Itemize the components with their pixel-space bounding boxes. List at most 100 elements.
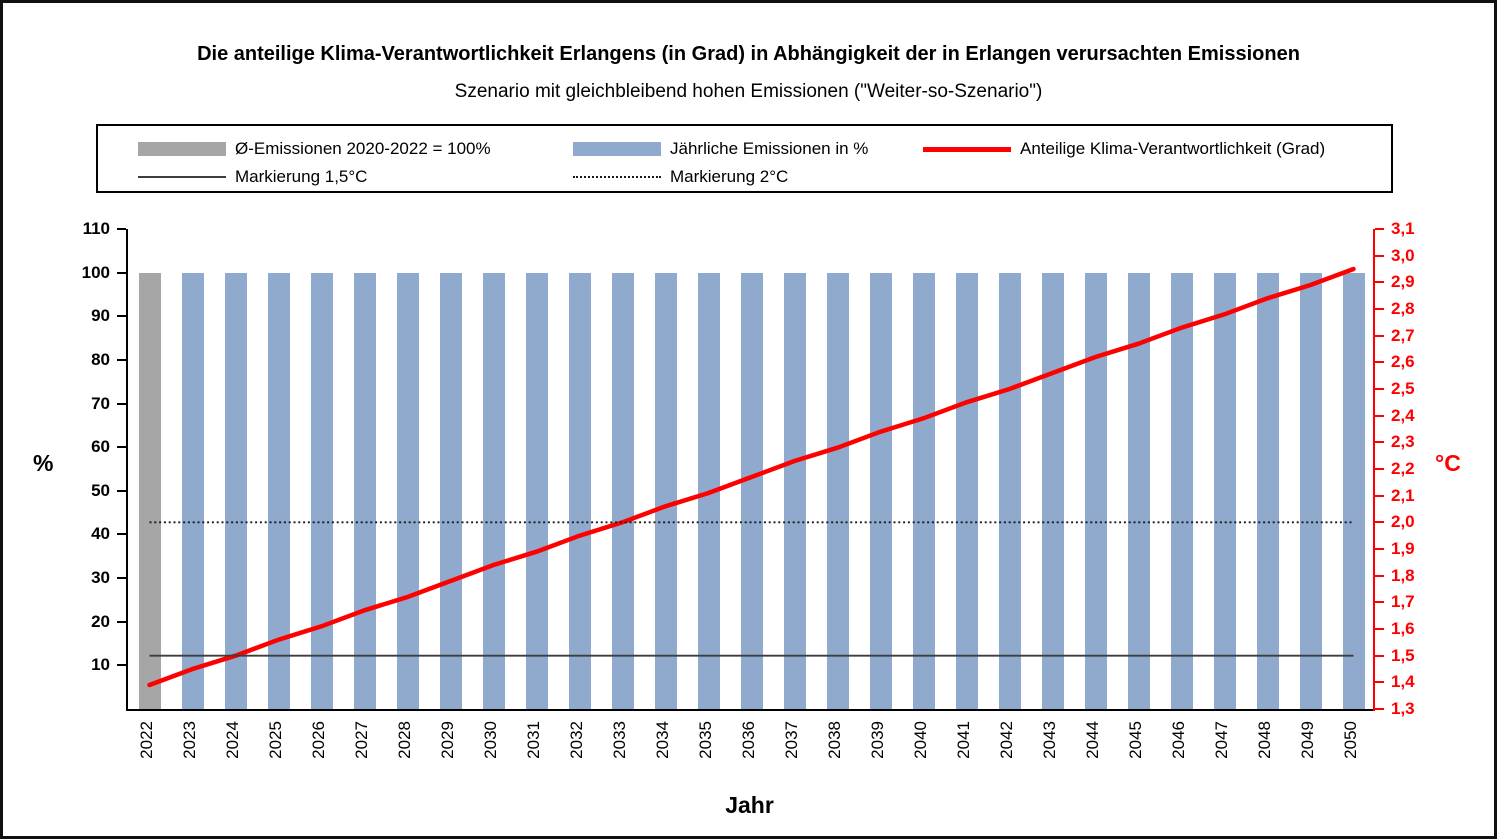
bars-layer (128, 229, 1375, 709)
legend-item-marking-2: Markierung 2°C (573, 165, 788, 189)
left-tick-mark (117, 228, 126, 230)
left-tick-label: 100 (81, 262, 110, 282)
legend-item-avg-emissions: Ø-Emissionen 2020-2022 = 100% (138, 137, 491, 161)
x-tick-label-2035: 2035 (695, 721, 715, 759)
bar-2044 (1084, 272, 1107, 709)
right-tick-label: 2,5 (1391, 379, 1415, 398)
right-tick-mark (1375, 334, 1384, 337)
bar-2034 (654, 272, 677, 709)
bar-2036 (740, 272, 763, 709)
bar-2033 (611, 272, 634, 709)
left-tick-label: 80 (91, 349, 110, 369)
right-tick-mark (1375, 574, 1384, 577)
left-tick-label: 30 (91, 568, 110, 588)
plot-area (126, 229, 1375, 711)
right-axis-ticks: 1,3 1,4 1,5 1,6 1,7 1,8 1,9 2,0 2,1 2,2 2,3 2,4 2,5 2… (1375, 219, 1485, 718)
right-tick-label: 2,9 (1391, 272, 1415, 292)
legend-label: Jährliche Emissionen in % (670, 139, 869, 158)
x-tick-label-2032: 2032 (566, 721, 586, 759)
bar-2037 (783, 272, 806, 709)
x-tick-label-2042: 2042 (996, 721, 1016, 759)
left-tick-label: 110 (82, 219, 110, 238)
right-tick-label: 1,4 (1391, 672, 1415, 692)
x-tick-label-2047: 2047 (1211, 721, 1231, 759)
bar-2027 (353, 272, 376, 709)
right-tick-mark (1375, 521, 1384, 524)
right-tick-label: 2,4 (1391, 405, 1415, 425)
right-tick-label: 2,6 (1391, 352, 1415, 372)
right-tick-label: 2,1 (1391, 485, 1415, 505)
red-line-swatch-icon (923, 146, 1011, 152)
bar-2030 (482, 272, 505, 709)
left-tick-label: 60 (91, 437, 110, 457)
x-tick-label-2029: 2029 (437, 721, 457, 759)
left-tick-mark (117, 489, 126, 492)
left-axis-ticks: 10 20 30 40 50 60 70 80 90 100 110 (3, 219, 126, 709)
left-tick-mark (117, 271, 126, 274)
right-tick-mark (1375, 361, 1384, 364)
gray-bar-swatch-icon (138, 142, 226, 156)
x-tick-label-2041: 2041 (953, 721, 973, 759)
chart-subtitle: Szenario mit gleichbleibend hohen Emissi… (454, 81, 1043, 102)
bar-2047 (1213, 272, 1236, 709)
x-tick-label-2028: 2028 (394, 721, 414, 759)
x-tick-label-2033: 2033 (609, 721, 629, 759)
x-tick-label-2027: 2027 (351, 721, 371, 759)
x-tick-label-2040: 2040 (910, 721, 930, 759)
bar-2040 (912, 272, 935, 709)
left-tick-mark (117, 358, 126, 361)
right-tick-mark (1375, 681, 1384, 684)
right-tick-mark (1375, 228, 1384, 230)
bar-2043 (1041, 272, 1064, 709)
bar-2032 (568, 272, 591, 709)
chart-title: Die anteilige Klima-Verantwortlichkeit E… (197, 43, 1300, 65)
right-tick-mark (1375, 708, 1384, 710)
bar-2041 (955, 272, 978, 709)
bar-2029 (439, 272, 462, 709)
right-tick-mark (1375, 654, 1384, 657)
bar-2024 (224, 272, 247, 709)
bar-2050 (1342, 272, 1365, 709)
right-tick-mark (1375, 628, 1384, 630)
bar-2048 (1256, 272, 1279, 709)
left-tick-label: 10 (91, 655, 110, 675)
bar-2025 (267, 272, 290, 709)
legend-item-annual-emissions: Jährliche Emissionen in % (573, 137, 868, 161)
x-tick-label-2050: 2050 (1340, 721, 1360, 759)
x-tick-label-2022: 2022 (136, 721, 156, 759)
thin-line-swatch-icon (138, 176, 226, 178)
right-tick-mark (1375, 414, 1384, 417)
x-tick-label-2039: 2039 (867, 721, 887, 759)
x-tick-label-2036: 2036 (738, 721, 758, 759)
right-tick-mark (1375, 308, 1384, 310)
x-tick-label-2034: 2034 (652, 721, 672, 759)
x-axis-labels: 2022 2023 2024 2025 2026 2027 2028 2029 2030 2031… (126, 715, 1373, 777)
right-tick-mark (1375, 388, 1384, 390)
right-tick-label: 1,3 (1391, 699, 1415, 718)
bar-2038 (826, 272, 849, 709)
x-tick-label-2031: 2031 (523, 721, 543, 759)
right-axis-line (1373, 229, 1375, 711)
right-tick-mark (1375, 548, 1384, 550)
left-tick-label: 70 (91, 393, 110, 413)
right-tick-mark (1375, 494, 1384, 497)
bar-2031 (525, 272, 548, 709)
left-tick-label: 50 (91, 480, 110, 500)
right-tick-label: 3,1 (1391, 219, 1415, 238)
blue-bar-swatch-icon (573, 142, 661, 156)
bar-2046 (1170, 272, 1193, 709)
left-tick-mark (117, 315, 126, 318)
bar-2023 (181, 272, 204, 709)
right-tick-label: 2,2 (1391, 459, 1415, 478)
legend-item-climate-responsibility: Anteilige Klima-Verantwortlichkeit (Grad… (923, 137, 1325, 161)
dotted-line-swatch-icon (573, 176, 661, 178)
x-tick-label-2038: 2038 (824, 721, 844, 759)
legend-label: Ø-Emissionen 2020-2022 = 100% (235, 139, 491, 158)
right-tick-label: 1,9 (1391, 539, 1415, 558)
right-tick-mark (1375, 441, 1384, 444)
left-axis-title: % (33, 450, 54, 476)
right-tick-label: 2,3 (1391, 432, 1415, 452)
x-axis-title: Jahr (725, 792, 774, 818)
legend-label: Markierung 2°C (670, 167, 789, 186)
